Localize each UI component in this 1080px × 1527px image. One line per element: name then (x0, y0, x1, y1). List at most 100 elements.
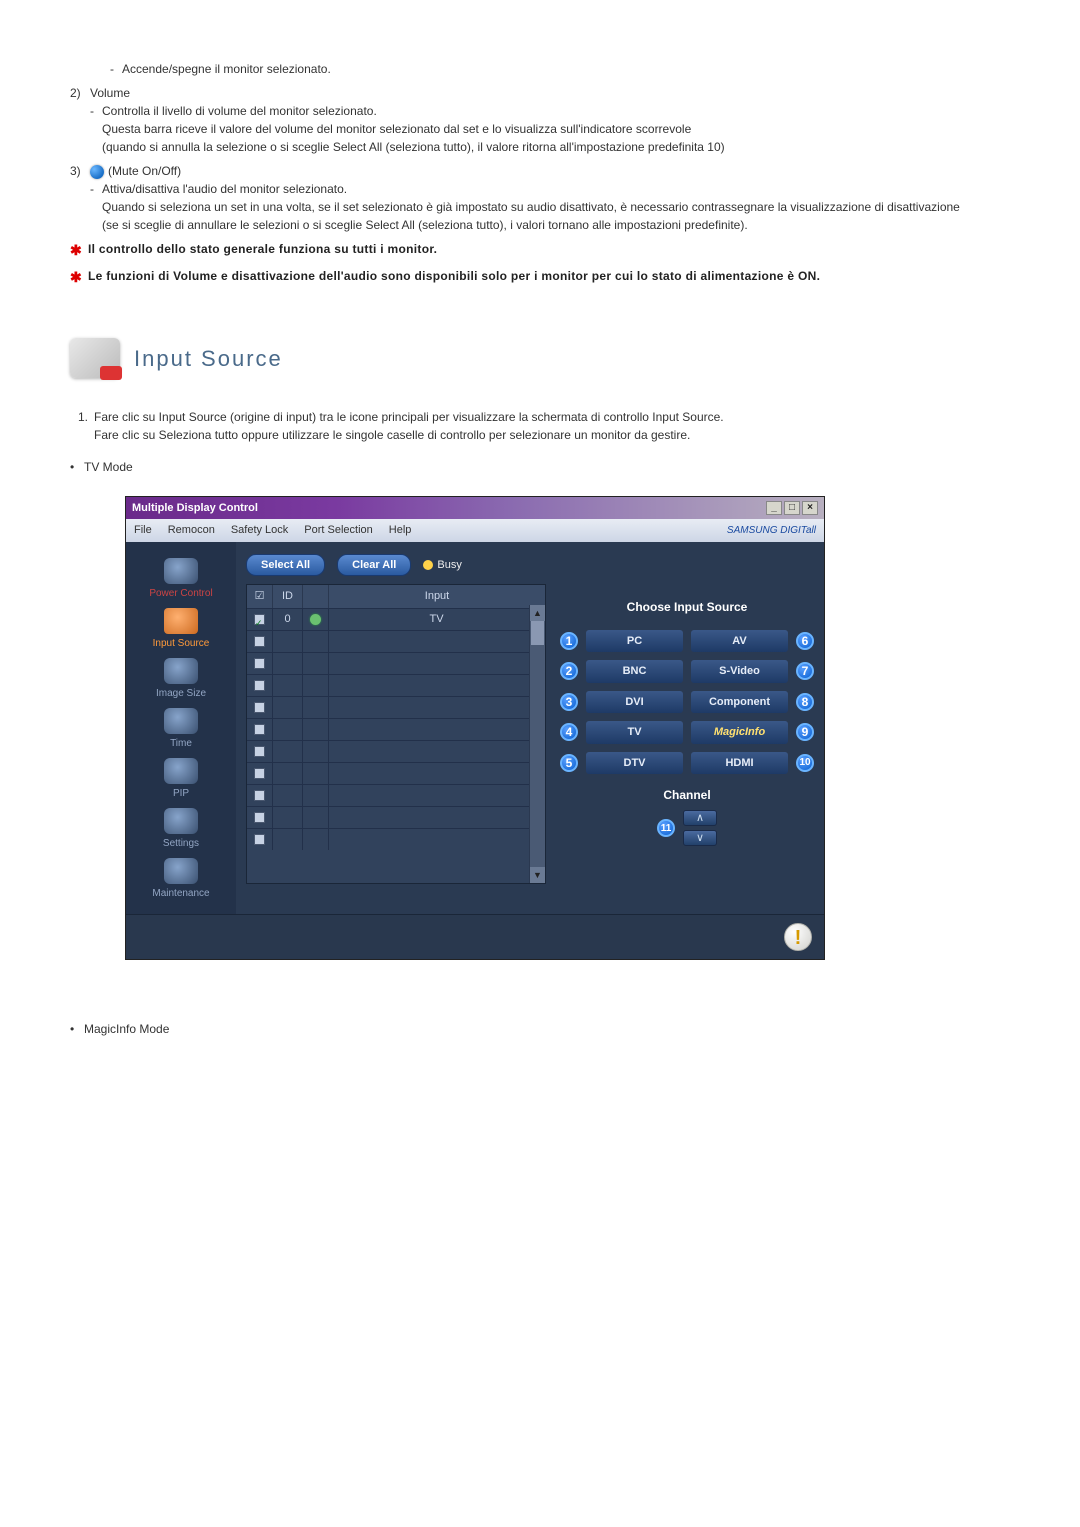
window-titlebar[interactable]: Multiple Display Control _ □ × (126, 497, 824, 519)
sidebar-item-image-size[interactable]: Image Size (130, 654, 232, 702)
source-magicinfo-button[interactable]: MagicInfo (691, 721, 788, 744)
item3-label: (Mute On/Off) (90, 162, 1010, 180)
badge-6: 6 (796, 632, 814, 650)
menu-remocon[interactable]: Remocon (168, 522, 215, 539)
row-checkbox[interactable] (254, 790, 265, 801)
grid-head-status (303, 585, 329, 608)
status-bar: ! (126, 914, 824, 959)
close-button[interactable]: × (802, 501, 818, 515)
row-checkbox[interactable] (254, 746, 265, 757)
sidebar-item-settings[interactable]: Settings (130, 804, 232, 852)
item3-sub2: Quando si seleziona un set in una volta,… (102, 198, 1010, 216)
step1-num: 1. (70, 408, 94, 444)
source-dvi-button[interactable]: DVI (586, 691, 683, 714)
scroll-down-button[interactable]: ▼ (530, 867, 545, 883)
item2-label: Volume (90, 84, 1010, 102)
row-checkbox[interactable] (254, 636, 265, 647)
row-id: 0 (273, 609, 303, 630)
channel-down-button[interactable]: ∨ (683, 830, 717, 846)
mute-icon (90, 165, 104, 179)
input-source-panel: Choose Input Source 1 PC AV 6 2 BNC S-Vi… (560, 598, 814, 847)
input-source-section-icon (70, 338, 120, 378)
channel-label: Channel (560, 786, 814, 804)
grid-head-check[interactable]: ☑ (247, 585, 273, 608)
row-checkbox[interactable] (254, 658, 265, 669)
source-pc-button[interactable]: PC (586, 630, 683, 653)
table-row[interactable] (247, 806, 545, 828)
table-row[interactable] (247, 784, 545, 806)
row-checkbox[interactable] (254, 834, 265, 845)
scroll-up-button[interactable]: ▲ (530, 605, 545, 621)
section-title: Input Source (134, 342, 283, 375)
star1-text: Il controllo dello stato generale funzio… (88, 240, 1010, 261)
badge-8: 8 (796, 693, 814, 711)
table-row[interactable] (247, 674, 545, 696)
grid-head-input: Input (329, 585, 545, 608)
channel-up-button[interactable]: ∧ (683, 810, 717, 826)
star-icon: ✱ (70, 240, 88, 261)
bullet-magicinfo: MagicInfo Mode (84, 1020, 169, 1038)
menu-help[interactable]: Help (389, 522, 412, 539)
table-row[interactable] (247, 652, 545, 674)
sidebar: Power Control Input Source Image Size Ti… (126, 542, 236, 914)
table-row[interactable] (247, 718, 545, 740)
row-checkbox[interactable] (254, 724, 265, 735)
clear-all-button[interactable]: Clear All (337, 554, 411, 577)
item3-num: 3) (70, 162, 90, 234)
row-checkbox[interactable] (254, 702, 265, 713)
menu-port[interactable]: Port Selection (304, 522, 372, 539)
source-hdmi-button[interactable]: HDMI (691, 752, 788, 775)
scroll-thumb[interactable] (531, 621, 544, 645)
badge-5: 5 (560, 754, 578, 772)
select-all-button[interactable]: Select All (246, 554, 325, 577)
table-row[interactable] (247, 828, 545, 850)
item2-num: 2) (70, 84, 90, 156)
source-component-button[interactable]: Component (691, 691, 788, 714)
item3-sub3: (se si sceglie di annullare le selezioni… (102, 216, 1010, 234)
source-tv-button[interactable]: TV (586, 721, 683, 744)
item2-sub1: Controlla il livello di volume del monit… (102, 102, 1010, 120)
table-row[interactable] (247, 740, 545, 762)
sidebar-item-input-source[interactable]: Input Source (130, 604, 232, 652)
row-checkbox[interactable] (254, 768, 265, 779)
menu-safety[interactable]: Safety Lock (231, 522, 288, 539)
table-row[interactable] (247, 762, 545, 784)
row-checkbox[interactable] (254, 812, 265, 823)
sidebar-item-power[interactable]: Power Control (130, 554, 232, 602)
badge-11: 11 (657, 819, 675, 837)
menu-file[interactable]: File (134, 522, 152, 539)
item2-sub2: Questa barra riceve il valore del volume… (102, 120, 1010, 138)
window-title: Multiple Display Control (132, 500, 258, 517)
sidebar-item-pip[interactable]: PIP (130, 754, 232, 802)
badge-3: 3 (560, 693, 578, 711)
source-dtv-button[interactable]: DTV (586, 752, 683, 775)
grid-head-id: ID (273, 585, 303, 608)
star-icon: ✱ (70, 267, 88, 288)
table-row[interactable] (247, 630, 545, 652)
table-row[interactable] (247, 696, 545, 718)
source-bnc-button[interactable]: BNC (586, 660, 683, 683)
panel-title: Choose Input Source (560, 598, 814, 616)
item1-sub1-text: Accende/spegne il monitor selezionato. (122, 60, 1010, 78)
bullet-icon: • (70, 458, 84, 476)
brand-label: SAMSUNG DIGITall (727, 523, 816, 538)
maximize-button[interactable]: □ (784, 501, 800, 515)
step1b: Fare clic su Seleziona tutto oppure util… (94, 426, 1010, 444)
row-input: TV (329, 609, 545, 630)
status-icon (310, 614, 321, 625)
badge-9: 9 (796, 723, 814, 741)
badge-10: 10 (796, 754, 814, 772)
sidebar-item-time[interactable]: Time (130, 704, 232, 752)
minimize-button[interactable]: _ (766, 501, 782, 515)
source-svideo-button[interactable]: S-Video (691, 660, 788, 683)
badge-2: 2 (560, 662, 578, 680)
row-checkbox[interactable] (254, 680, 265, 691)
alert-icon[interactable]: ! (784, 923, 812, 951)
sidebar-item-maintenance[interactable]: Maintenance (130, 854, 232, 902)
item3-sub1: Attiva/disattiva l'audio del monitor sel… (102, 180, 1010, 198)
row-checkbox[interactable] (254, 614, 265, 625)
star2-text: Le funzioni di Volume e disattivazione d… (88, 267, 1010, 288)
table-row[interactable]: 0 TV (247, 608, 545, 630)
grid-scrollbar[interactable]: ▲ ▼ (529, 605, 545, 883)
source-av-button[interactable]: AV (691, 630, 788, 653)
